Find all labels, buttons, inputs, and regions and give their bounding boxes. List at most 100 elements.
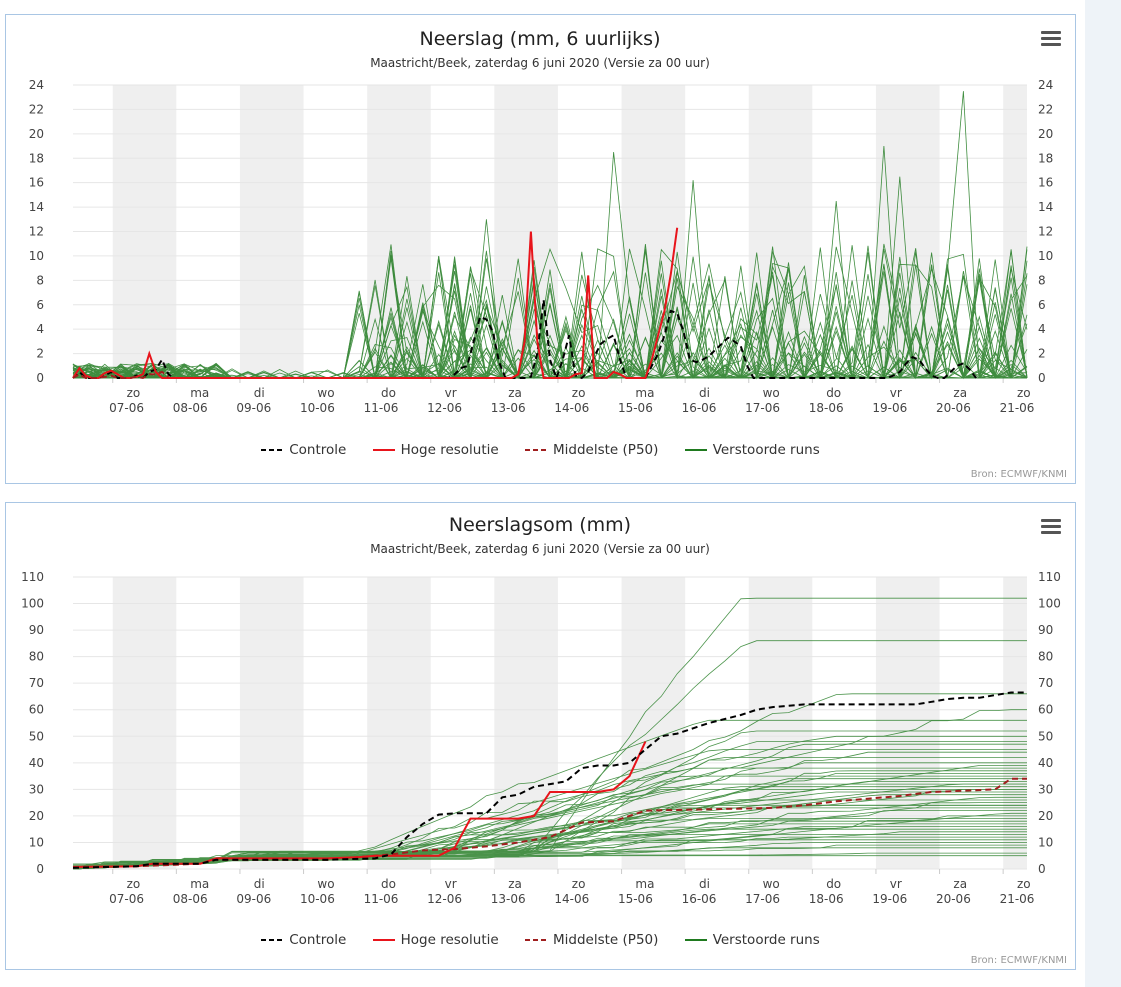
page-scrollbar-track[interactable] [1085,0,1121,987]
x-tick-date: 14-06 [554,401,589,415]
y-tick-label-left: 60 [29,703,44,717]
y-tick-label-right: 14 [1038,200,1053,214]
y-tick-label-left: 110 [21,570,44,584]
y-tick-label-left: 22 [29,102,44,116]
y-tick-label-right: 110 [1038,570,1061,584]
day-band [875,577,940,869]
perturbed-run-line [72,855,1027,870]
x-tick-day: zo [127,386,141,400]
x-tick-date: 13-06 [491,401,526,415]
y-tick-label-right: 18 [1038,151,1053,165]
cumulative-chart: 0 0 10 10 20 20 30 30 40 40 50 50 60 60 70 70 80 80 90 90 10… [21,514,1061,906]
x-tick-date: 18-06 [809,892,844,906]
x-tick-day: di [254,386,265,400]
chart-title: Neerslag (mm, 6 uurlijks) [419,28,660,50]
x-tick-day: ma [635,386,654,400]
x-tick-date: 21-06 [1000,401,1035,415]
x-tick-date: 17-06 [745,401,780,415]
x-tick-day: za [508,386,522,400]
x-tick-date: 08-06 [173,892,208,906]
x-tick-day: do [826,386,841,400]
chart-panel-precipitation: 0 0 2 2 4 4 6 6 8 8 10 10 12 12 14 14 16 16 18 18 20 20 22 22 24… [5,14,1076,484]
x-tick-date: 16-06 [682,401,717,415]
day-band [239,577,304,869]
y-tick-label-left: 30 [29,782,44,796]
y-tick-label-right: 0 [1038,862,1046,876]
x-tick-day: wo [317,386,334,400]
y-tick-label-right: 10 [1038,249,1053,263]
x-tick-date: 08-06 [173,401,208,415]
y-tick-label-right: 12 [1038,225,1053,239]
x-tick-day: ma [190,386,209,400]
y-tick-label-left: 100 [21,597,44,611]
x-tick-date: 12-06 [427,401,462,415]
y-tick-label-right: 100 [1038,597,1061,611]
y-tick-label-left: 90 [29,623,44,637]
chart-legend: Controle Hoge resolutie Middelste (P50) … [6,930,1075,948]
controle-line [72,691,1027,869]
legend-item-verstoorde-runs[interactable]: Verstoorde runs [684,442,820,458]
chart-subtitle: Maastricht/Beek, zaterdag 6 juni 2020 (V… [370,542,710,556]
x-tick-date: 14-06 [554,892,589,906]
x-tick-day: vr [890,386,902,400]
x-tick-day: do [381,877,396,891]
y-tick-label-right: 60 [1038,703,1053,717]
y-tick-label-left: 10 [29,835,44,849]
legend-item-verstoorde-runs[interactable]: Verstoorde runs [684,932,820,948]
legend-item-controle[interactable]: Controle [261,932,346,948]
legend-item-middelste[interactable]: Middelste (P50) [525,442,658,458]
legend-item-middelste[interactable]: Middelste (P50) [525,932,658,948]
controle-line [72,299,977,382]
grid [73,576,1027,870]
y-tick-label-right: 6 [1038,298,1046,312]
legend-item-hoge-resolutie[interactable]: Hoge resolutie [372,932,499,948]
y-tick-label-right: 20 [1038,127,1053,141]
y-tick-label-left: 20 [29,127,44,141]
x-tick-date: 16-06 [682,892,717,906]
x-tick-date: 15-06 [618,401,653,415]
y-tick-label-left: 4 [36,322,44,336]
y-tick-label-right: 80 [1038,650,1053,664]
x-tick-date: 09-06 [236,401,271,415]
x-tick-day: di [699,386,710,400]
y-tick-label-right: 50 [1038,729,1053,743]
x-tick-date: 09-06 [236,892,271,906]
y-tick-label-left: 2 [36,347,44,361]
y-tick-label-left: 0 [36,371,44,385]
x-tick-date: 07-06 [109,892,144,906]
y-tick-label-right: 70 [1038,676,1053,690]
x-tick-date: 17-06 [745,892,780,906]
x-tick-day: vr [445,877,457,891]
weekend-bands [112,577,1027,869]
hamburger-menu-icon[interactable] [1041,31,1061,47]
x-tick-day: za [953,386,967,400]
y-tick-label-left: 8 [36,273,44,287]
hamburger-menu-icon[interactable] [1041,519,1061,535]
x-tick-date: 20-06 [936,892,971,906]
x-tick-date: 12-06 [427,892,462,906]
x-tick-day: vr [890,877,902,891]
x-tick-day: zo [1017,386,1031,400]
source-credit: Bron: ECMWF/KNMI [970,469,1067,480]
legend-item-controle[interactable]: Controle [261,442,346,458]
x-tick-day: vr [445,386,457,400]
x-tick-date: 13-06 [491,892,526,906]
source-credit: Bron: ECMWF/KNMI [970,955,1067,966]
y-tick-label-left: 70 [29,676,44,690]
y-tick-label-left: 24 [29,78,44,92]
y-tick-label-left: 14 [29,200,44,214]
x-tick-day: zo [572,877,586,891]
legend-label-middelste: Middelste (P50) [553,442,659,458]
y-tick-label-left: 10 [29,249,44,263]
chart-panel-cumulative: 0 0 10 10 20 20 30 30 40 40 50 50 60 60 70 70 80 80 90 90 10… [5,502,1076,970]
legend-item-hoge-resolutie[interactable]: Hoge resolutie [372,442,499,458]
perturbed-run-line [72,820,1027,870]
median-line [72,370,170,380]
x-tick-date: 10-06 [300,892,335,906]
y-tick-label-right: 24 [1038,78,1053,92]
x-tick-date: 19-06 [872,401,907,415]
chart-legend: Controle Hoge resolutie Middelste (P50) … [6,440,1075,458]
x-tick-day: zo [1017,877,1031,891]
chart-title: Neerslagsom (mm) [449,514,631,536]
x-tick-date: 11-06 [364,401,399,415]
